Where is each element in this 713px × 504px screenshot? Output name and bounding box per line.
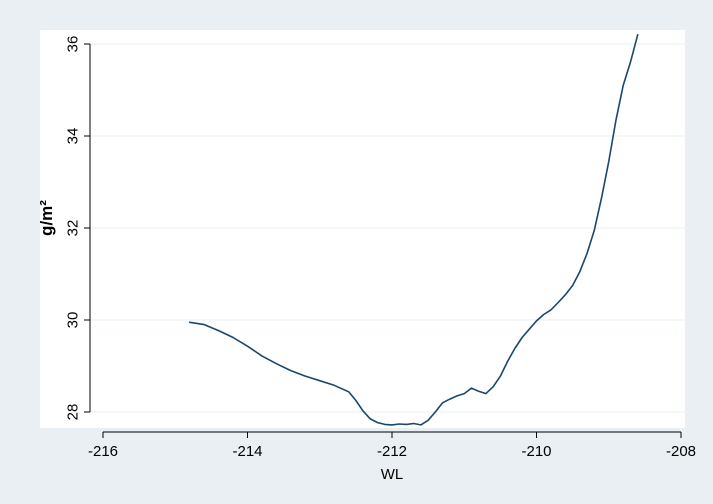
y-tick-label: 36 [65,36,82,53]
series-line-0 [188,33,639,426]
x-tick-label: -210 [521,443,551,460]
gridlines [90,43,685,413]
y-axis-title: g/m² [37,200,56,236]
y-tick-label: 30 [65,312,82,329]
x-tick-label: -216 [88,443,118,460]
x-tick-label: -214 [232,443,262,460]
x-axis-title: WL [381,466,404,483]
y-tick-label: 28 [65,404,82,421]
ylabel-highlight [40,153,53,327]
y-tick-label: 32 [65,220,82,237]
x-tick-label: -208 [666,443,696,460]
ticks: -216 -214 -212 -210 -208 28 30 32 34 36 [65,36,697,460]
y-tick-label: 34 [65,128,82,145]
x-tick-label: -212 [377,443,407,460]
plot-background [40,30,685,428]
series-layer [188,33,639,426]
